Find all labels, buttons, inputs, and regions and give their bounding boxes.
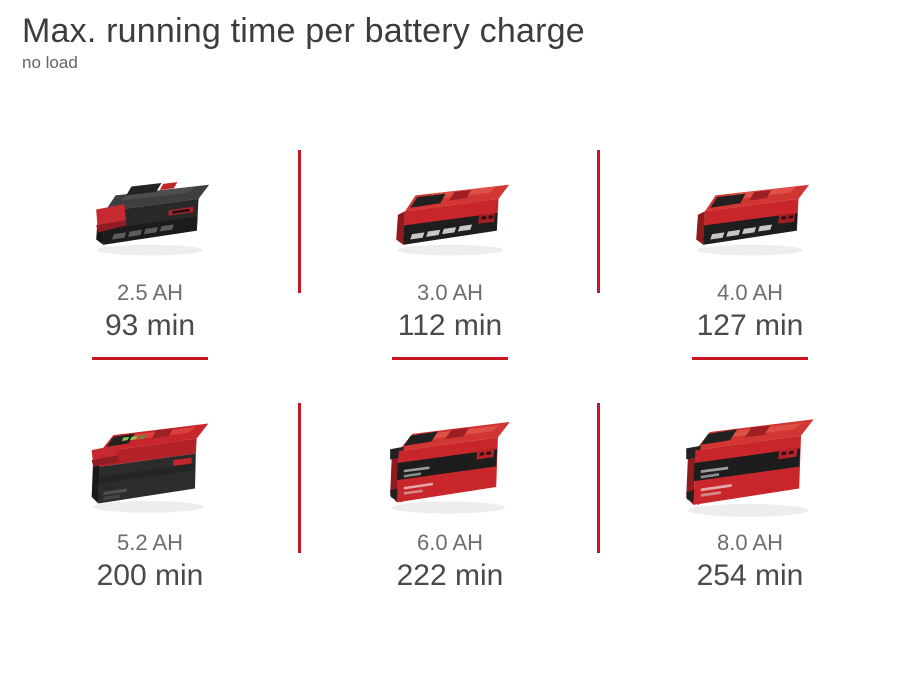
- battery-runtime-value: 112 min: [397, 309, 503, 342]
- battery-capacity-label: 3.0 AH: [416, 280, 484, 305]
- battery-runtime-value: 200 min: [96, 559, 204, 592]
- divider-horizontal: [692, 357, 808, 360]
- divider-vertical: [597, 150, 600, 293]
- battery-runtime-value: 127 min: [696, 309, 804, 342]
- battery-capacity-label: 2.5 AH: [116, 280, 184, 305]
- battery-cell-4-0ah: 4.0 AH 127 min: [600, 130, 900, 380]
- battery-6-0ah-image: [373, 398, 527, 528]
- battery-4-0ah-image: [675, 148, 825, 278]
- battery-cell-3-0ah: 3.0 AH 112 min: [300, 130, 600, 380]
- battery-capacity-label: 5.2 AH: [116, 530, 184, 555]
- battery-8-0ah-image: [668, 398, 832, 528]
- battery-cell-6-0ah: 6.0 AH 222 min: [300, 380, 600, 630]
- page-subtitle: no load: [22, 53, 78, 73]
- page-title: Max. running time per battery charge: [22, 12, 585, 50]
- battery-cell-2-5ah: 2.5 AH 93 min: [0, 130, 300, 380]
- divider-horizontal: [92, 357, 208, 360]
- battery-capacity-label: 4.0 AH: [716, 280, 784, 305]
- battery-runtime-value: 222 min: [396, 559, 504, 592]
- battery-capacity-label: 6.0 AH: [416, 530, 484, 555]
- divider-horizontal: [392, 357, 508, 360]
- battery-2-5ah-image: [75, 148, 225, 278]
- battery-cell-5-2ah: 5.2 AH 200 min: [0, 380, 300, 630]
- divider-vertical: [298, 150, 301, 293]
- battery-3-0ah-image: [375, 148, 525, 278]
- divider-vertical: [597, 403, 600, 553]
- header: Max. running time per battery charge no …: [22, 12, 585, 73]
- battery-runtime-value: 93 min: [104, 309, 196, 342]
- divider-vertical: [298, 403, 301, 553]
- battery-cell-8-0ah: 8.0 AH 254 min: [600, 380, 900, 630]
- battery-grid: 2.5 AH 93 min 3.0 AH 112 min 4.0 AH 127 …: [0, 130, 900, 630]
- battery-capacity-label: 8.0 AH: [716, 530, 784, 555]
- battery-5-2ah-image: [75, 398, 225, 528]
- battery-runtime-value: 254 min: [696, 559, 804, 592]
